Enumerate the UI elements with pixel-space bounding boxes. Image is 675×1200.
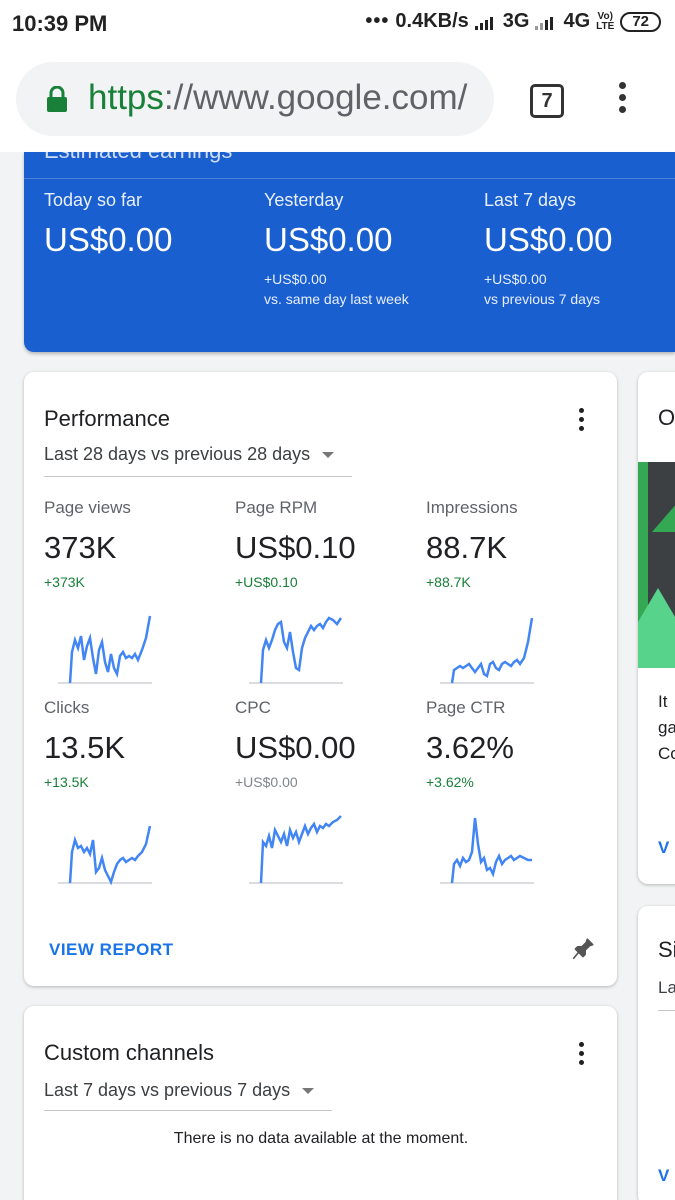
date-range-label: Last 28 days vs previous 28 days bbox=[44, 444, 311, 464]
metric-page-views[interactable]: Page views 373K +373K bbox=[44, 498, 131, 590]
peek-line: It bbox=[658, 692, 668, 711]
signal-icon-2 bbox=[535, 14, 557, 30]
browser-menu-icon[interactable] bbox=[613, 82, 631, 122]
metric-impressions[interactable]: Impressions 88.7K +88.7K bbox=[426, 498, 518, 590]
next-card-peek-2[interactable]: Si La V bbox=[638, 906, 675, 1200]
custom-channels-title: Custom channels bbox=[44, 1040, 214, 1065]
metric-cpc[interactable]: CPC US$0.00 +US$0.00 bbox=[235, 698, 356, 790]
metric-label: Impressions bbox=[426, 498, 518, 517]
sparkline-page-ctr bbox=[440, 817, 534, 884]
peek-subtitle: La bbox=[658, 978, 675, 997]
metric-label: Page RPM bbox=[235, 498, 318, 517]
sparkline-cpc bbox=[249, 815, 343, 884]
browser-toolbar: https://www.google.com/ 7 bbox=[0, 48, 675, 152]
earnings-label: Last 7 days bbox=[484, 190, 577, 210]
sparkline-page-rpm bbox=[249, 616, 343, 684]
metric-label: Clicks bbox=[44, 698, 90, 717]
url-rest: ://www.google.com/ bbox=[163, 78, 468, 117]
view-report-link[interactable]: VIEW REPORT bbox=[49, 940, 174, 959]
dropdown-caret-icon bbox=[322, 451, 335, 458]
metric-delta: +3.62% bbox=[426, 774, 474, 790]
network-type-3g: 3G bbox=[502, 10, 530, 32]
volte-bottom: LTE bbox=[596, 20, 615, 32]
metric-page-ctr[interactable]: Page CTR 3.62% +3.62% bbox=[426, 698, 514, 790]
status-icons: ••• 0.4KB/s 3G 4G Vo) LTE 72 bbox=[365, 10, 661, 33]
volte-top: Vo) bbox=[597, 10, 613, 22]
more-options-icon[interactable] bbox=[577, 1042, 585, 1072]
earnings-compare: vs previous 7 days bbox=[484, 291, 600, 307]
peek-link[interactable]: V bbox=[658, 1166, 670, 1185]
metric-value: 373K bbox=[44, 530, 117, 565]
metric-page-rpm[interactable]: Page RPM US$0.10 +US$0.10 bbox=[235, 498, 356, 590]
metric-delta: +US$0.00 bbox=[235, 774, 298, 790]
earnings-compare: vs. same day last week bbox=[264, 291, 409, 307]
earnings-delta: +US$0.00 bbox=[484, 271, 547, 287]
metric-value: 13.5K bbox=[44, 730, 126, 765]
performance-card: Performance Last 28 days vs previous 28 … bbox=[24, 372, 617, 986]
date-range-selector[interactable]: Last 7 days vs previous 7 days bbox=[44, 1080, 315, 1101]
peek-title: O bbox=[658, 405, 675, 430]
status-bar: 10:39 PM ••• 0.4KB/s 3G 4G Vo) LTE 72 bbox=[0, 0, 675, 48]
metric-value: 88.7K bbox=[426, 530, 508, 565]
peek-title: Si bbox=[658, 937, 675, 962]
earnings-label: Yesterday bbox=[264, 190, 344, 210]
date-range-label: Last 7 days vs previous 7 days bbox=[44, 1080, 291, 1100]
metric-label: Page views bbox=[44, 498, 131, 517]
peek-line: ga bbox=[658, 718, 675, 737]
peek-line: Co bbox=[658, 744, 675, 763]
battery-icon: 72 bbox=[620, 11, 661, 32]
signal-icon bbox=[474, 14, 497, 30]
metric-value: US$0.00 bbox=[235, 730, 356, 765]
more-options-icon[interactable] bbox=[577, 408, 585, 438]
divider bbox=[44, 476, 352, 477]
earnings-value: US$0.00 bbox=[264, 221, 393, 258]
divider bbox=[658, 1010, 675, 1011]
promo-illustration bbox=[638, 462, 675, 668]
earnings-title: Estimated earnings bbox=[44, 152, 232, 164]
metric-delta: +13.5K bbox=[44, 774, 89, 790]
earnings-label: Today so far bbox=[44, 190, 143, 210]
sparkline-impressions bbox=[440, 617, 534, 684]
metric-clicks[interactable]: Clicks 13.5K +13.5K bbox=[44, 698, 125, 790]
next-card-peek[interactable]: O It ga Co V bbox=[638, 372, 675, 884]
network-type-4g: 4G bbox=[563, 10, 591, 32]
metric-delta: +US$0.10 bbox=[235, 574, 298, 590]
lock-icon bbox=[47, 86, 67, 112]
volte-icon: Vo) LTE bbox=[596, 10, 615, 32]
address-bar[interactable]: https://www.google.com/ bbox=[16, 62, 494, 136]
metric-value: 3.62% bbox=[426, 730, 514, 765]
url-text: https://www.google.com/ bbox=[88, 78, 467, 118]
earnings-card: Estimated earnings Today so far US$0.00 … bbox=[24, 152, 675, 352]
metric-delta: +88.7K bbox=[426, 574, 471, 590]
earnings-yesterday: Yesterday US$0.00 +US$0.00 vs. same day … bbox=[264, 190, 409, 309]
pin-icon[interactable] bbox=[570, 936, 596, 962]
metric-value: US$0.10 bbox=[235, 530, 356, 565]
earnings-last7: Last 7 days US$0.00 +US$0.00 vs previous… bbox=[484, 190, 612, 309]
url-scheme: https bbox=[88, 78, 164, 117]
status-time: 10:39 PM bbox=[12, 11, 108, 36]
performance-title: Performance bbox=[44, 406, 170, 431]
earnings-value: US$0.00 bbox=[484, 221, 613, 258]
earnings-delta: +US$0.00 bbox=[264, 271, 327, 287]
tab-switcher-button[interactable]: 7 bbox=[530, 84, 564, 118]
custom-channels-card: Custom channels Last 7 days vs previous … bbox=[24, 1006, 617, 1200]
dropdown-caret-icon bbox=[302, 1087, 315, 1094]
metric-label: Page CTR bbox=[426, 698, 506, 717]
network-speed: 0.4KB/s bbox=[395, 10, 469, 32]
date-range-selector[interactable]: Last 28 days vs previous 28 days bbox=[44, 444, 335, 465]
peek-link[interactable]: V bbox=[658, 838, 670, 857]
metric-label: CPC bbox=[235, 698, 271, 717]
sparkline-page-views bbox=[58, 615, 152, 684]
earnings-today: Today so far US$0.00 bbox=[44, 190, 172, 259]
metric-delta: +373K bbox=[44, 574, 85, 590]
sparkline-clicks bbox=[58, 825, 152, 886]
divider bbox=[44, 1110, 332, 1111]
more-notifications-icon: ••• bbox=[365, 10, 390, 32]
earnings-value: US$0.00 bbox=[44, 221, 173, 258]
empty-state-message: There is no data available at the moment… bbox=[173, 1130, 469, 1147]
divider bbox=[24, 178, 675, 179]
